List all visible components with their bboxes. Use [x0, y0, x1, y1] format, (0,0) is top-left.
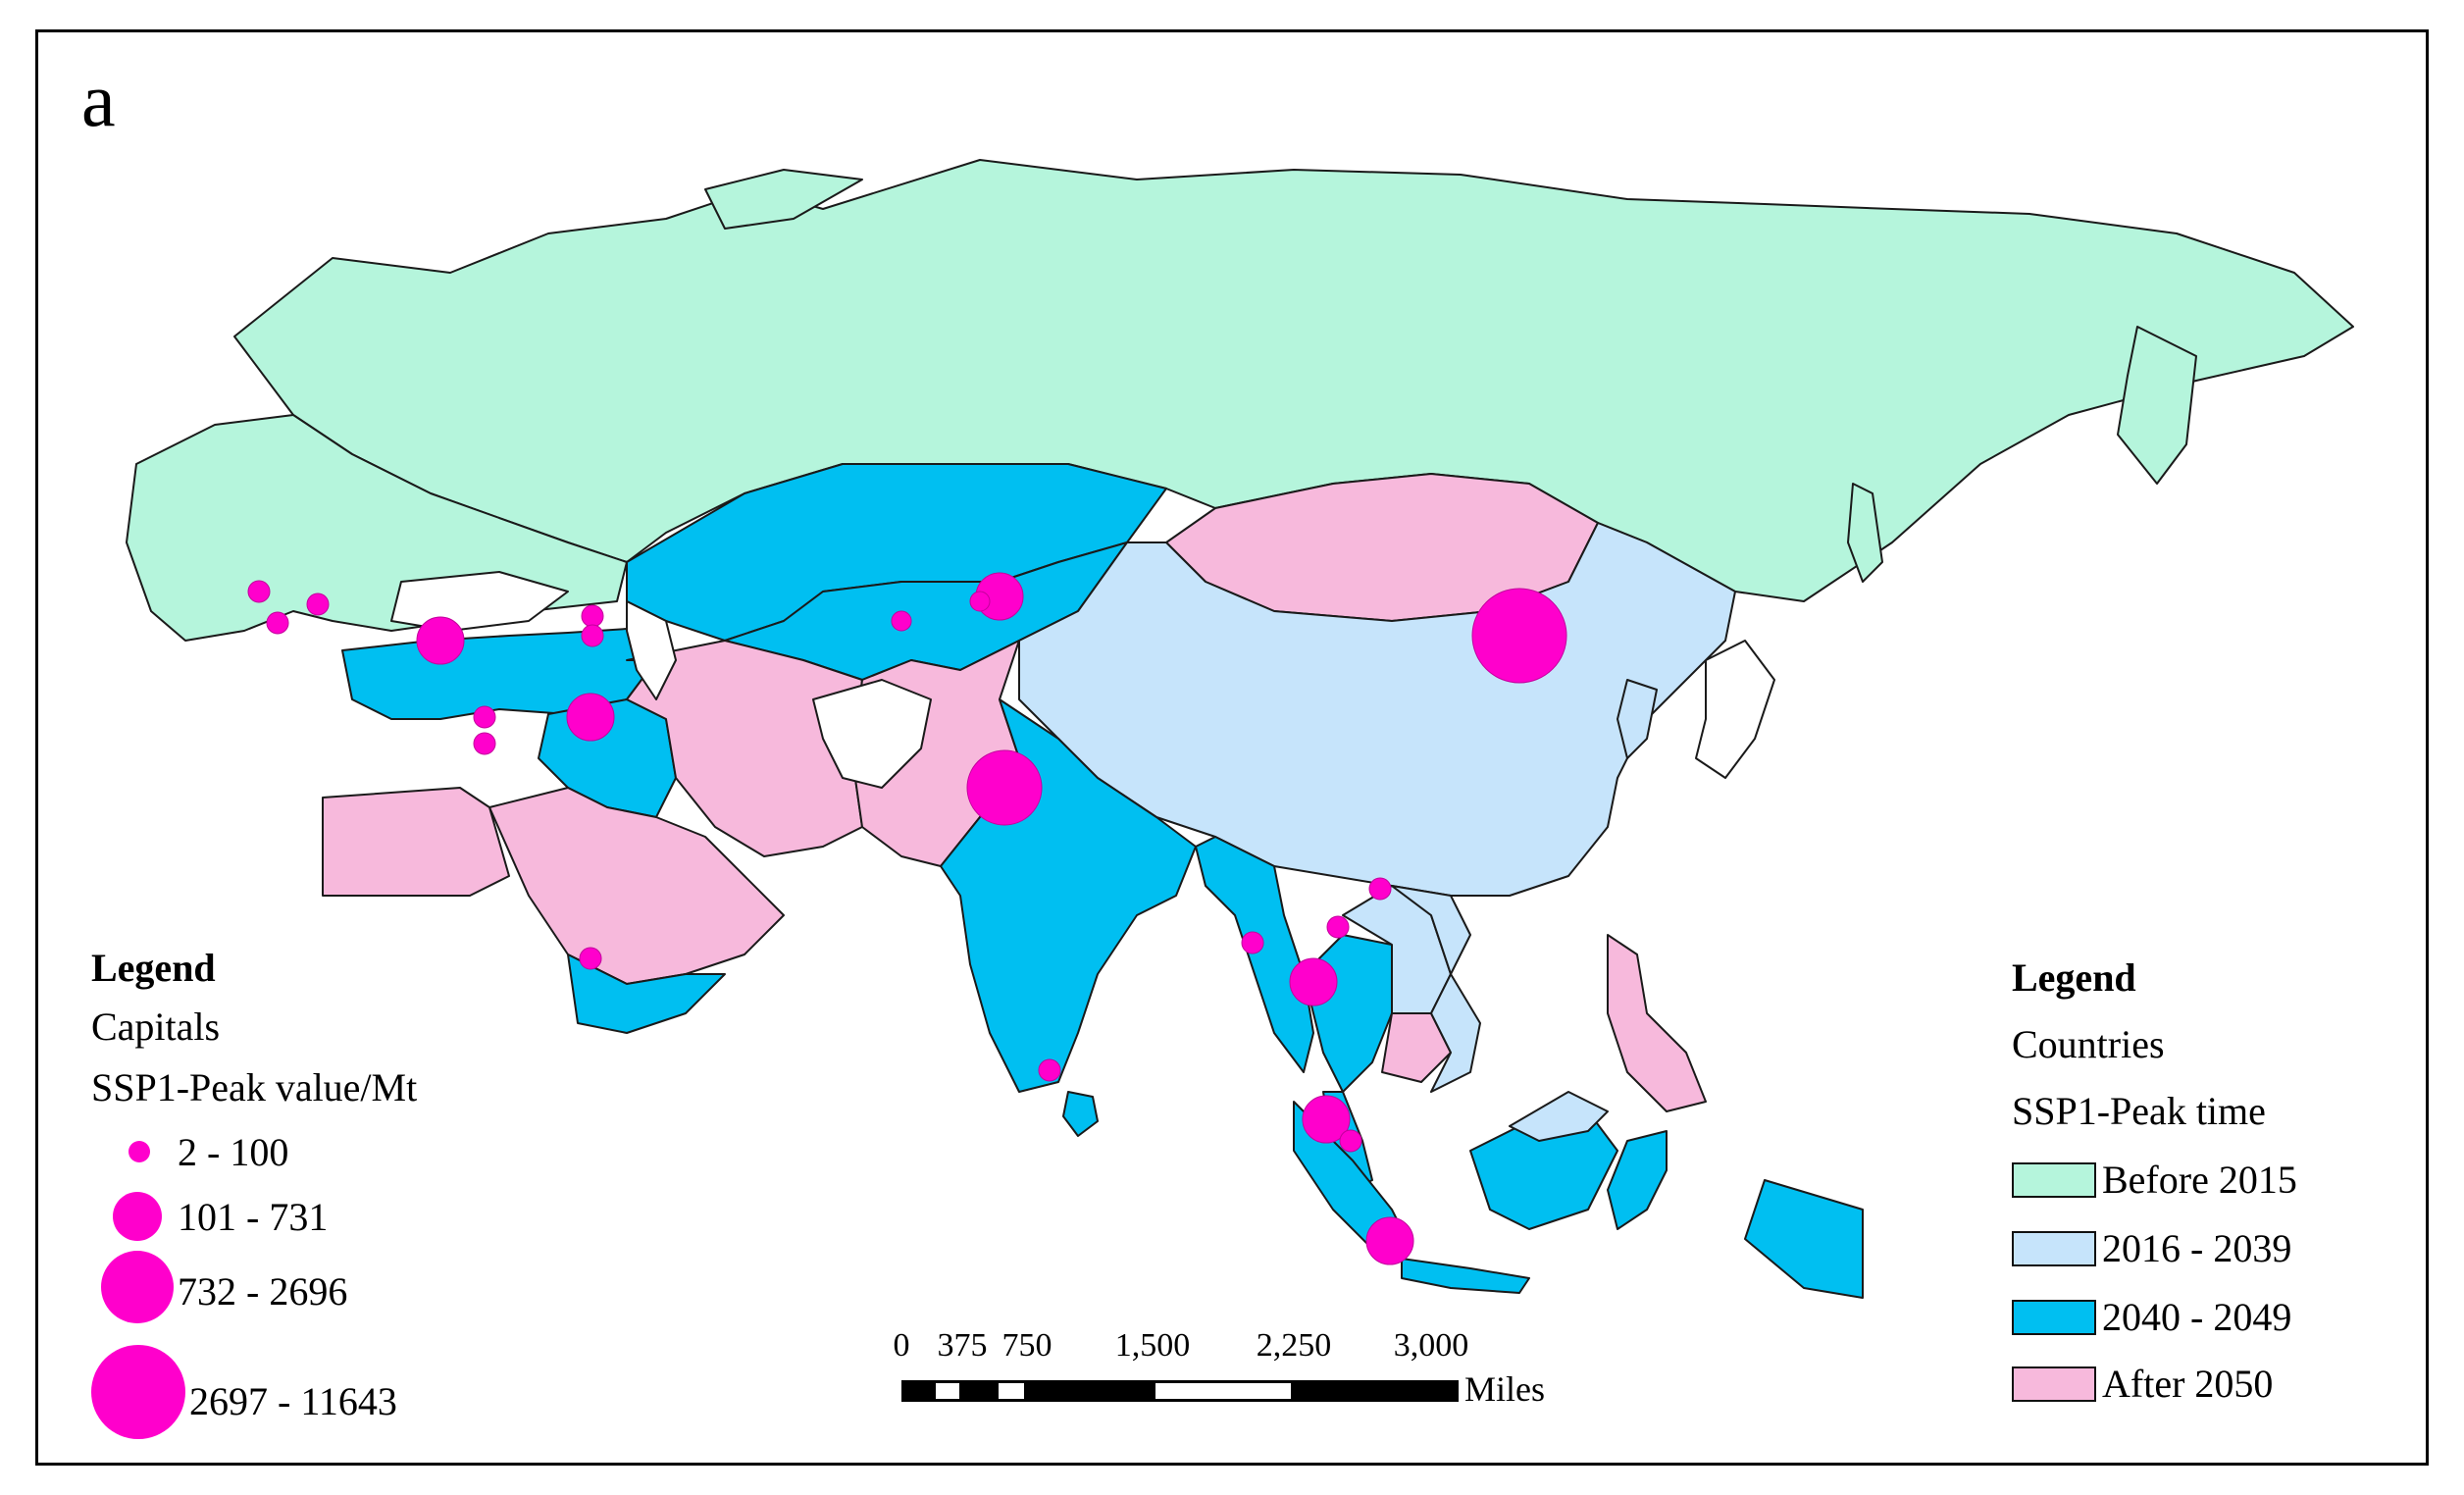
legend-class-label: After 2050 [2102, 1362, 2274, 1406]
legend-swatch-before-2015 [2012, 1162, 2096, 1198]
capital-baghdad [566, 693, 615, 742]
legend-layer-name: Countries [2012, 1022, 2165, 1066]
scale-tick-label: 1,500 [1114, 1327, 1191, 1364]
legend-dot-large [101, 1251, 174, 1323]
country-egypt [322, 787, 510, 897]
capital-amman [473, 732, 496, 755]
scale-bar-segment [901, 1380, 933, 1402]
scale-tick-label: 2,250 [1256, 1327, 1332, 1364]
scale-bar: 0 375 750 1,500 2,250 3,000 Miles [862, 1327, 1608, 1445]
country-iran [626, 640, 863, 857]
capital-kuala-lumpur [1302, 1095, 1351, 1144]
map-frame: a Legend Capitals SSP1-Peak value/Mt 2 -… [35, 29, 2429, 1466]
country-afghanistan [812, 679, 932, 789]
capital-tashkent [891, 610, 912, 632]
country-sri-lanka [1062, 1091, 1099, 1137]
scale-tick-label: 3,000 [1393, 1327, 1469, 1364]
legend-layer-name: Capitals [91, 1005, 221, 1049]
country-japan [1695, 640, 1775, 779]
scale-tick-label: 750 [1001, 1327, 1052, 1364]
country-russia-kamchatka [2117, 326, 2197, 485]
country-philippines [1607, 934, 1707, 1112]
legend-dot-medium [113, 1192, 162, 1241]
capital-athens [266, 611, 289, 635]
capital-tbilisi [581, 604, 604, 628]
island-sulawesi [1607, 1130, 1668, 1230]
scale-bar-segment [933, 1380, 962, 1402]
country-cambodia [1381, 1012, 1452, 1083]
capital-damascus [473, 705, 496, 729]
country-korea [1617, 679, 1658, 759]
country-yemen [567, 954, 726, 1034]
black-sea [390, 571, 569, 632]
legend-class-label: 101 - 731 [178, 1195, 329, 1239]
caspian-sea [626, 600, 677, 700]
scale-bar-segment [1027, 1380, 1153, 1402]
panel-label: a [81, 57, 116, 142]
legend-title: Legend [2012, 955, 2136, 1000]
island-java [1401, 1258, 1530, 1294]
legend-dot-xlarge [91, 1345, 185, 1439]
capital-ankara [416, 616, 465, 665]
scale-tick-label: 0 [893, 1327, 910, 1364]
capital-new-delhi [966, 749, 1043, 826]
legend-swatch-2016-2039 [2012, 1231, 2096, 1266]
legend-dot-small [128, 1141, 150, 1162]
legend-class-label: Before 2015 [2102, 1158, 2297, 1202]
capital-sanaa [579, 947, 602, 970]
island-new-guinea [1744, 1179, 1864, 1299]
legend-title: Legend [91, 946, 216, 990]
legend-class-label: 2016 - 2039 [2102, 1226, 2292, 1270]
legend-capitals: Legend Capitals SSP1-Peak value/Mt 2 - 1… [91, 945, 641, 1455]
country-vietnam [1391, 885, 1481, 1093]
capital-singapore [1339, 1129, 1362, 1153]
country-russia-novaya-zemlya [704, 169, 863, 230]
island-borneo-north [1509, 1091, 1609, 1142]
legend-class-label: 2697 - 11643 [189, 1379, 397, 1423]
legend-field-name: SSP1-Peak value/Mt [91, 1065, 418, 1109]
legend-class-label: 2040 - 2049 [2102, 1295, 2292, 1339]
legend-swatch-after-2050 [2012, 1366, 2096, 1402]
capital-jakarta [1365, 1216, 1414, 1265]
scale-bar-segment [1294, 1380, 1459, 1402]
island-sakhalin [1847, 483, 1883, 583]
country-myanmar [1195, 836, 1314, 1073]
capital-hanoi [1368, 877, 1392, 901]
scale-unit-label: Miles [1464, 1369, 1546, 1409]
legend-class-label: 732 - 2696 [178, 1269, 348, 1314]
scale-bar-segment [962, 1380, 996, 1402]
capital-colombo [1038, 1058, 1061, 1082]
scale-bar-segment [1153, 1380, 1294, 1402]
legend-countries: Legend Countries SSP1-Peak time Before 2… [2012, 954, 2424, 1445]
asia-map [126, 159, 2354, 1299]
capital-bangkok [1289, 957, 1338, 1006]
legend-swatch-2040-2049 [2012, 1300, 2096, 1335]
capital-naypyidaw [1241, 931, 1264, 954]
legend-field-name: SSP1-Peak time [2012, 1089, 2266, 1133]
capital-vientiane [1326, 915, 1350, 939]
capital-sofia [306, 593, 330, 616]
capital-belgrade [247, 580, 271, 603]
legend-class-label: 2 - 100 [178, 1130, 289, 1174]
capital-yerevan [581, 624, 604, 647]
capital-bishkek [969, 591, 991, 612]
capital-beijing [1471, 588, 1567, 684]
scale-bar-segment [996, 1380, 1027, 1402]
scale-tick-label: 375 [937, 1327, 988, 1364]
